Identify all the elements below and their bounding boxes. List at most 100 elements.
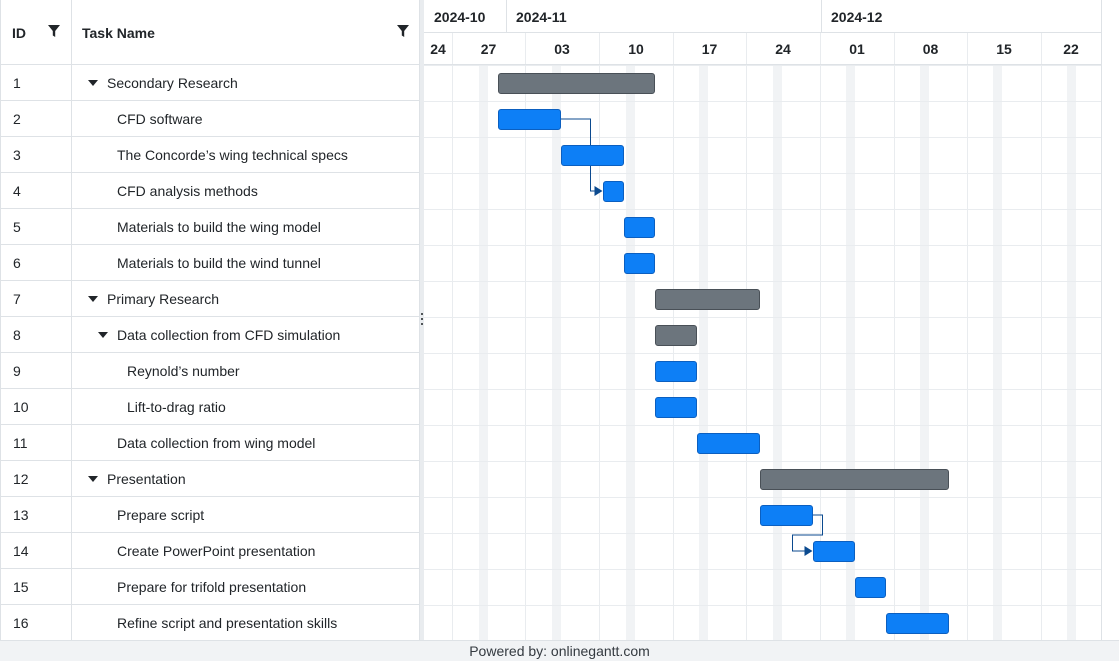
task-bar[interactable] [655,397,697,418]
table-row[interactable]: 14 Create PowerPoint presentation [0,533,419,569]
task-bar[interactable] [623,253,655,274]
task-bar[interactable] [760,505,813,526]
vertical-scrollbar[interactable] [1101,0,1119,640]
task-id-cell: 3 [0,137,72,173]
arrowhead-icon [804,546,813,556]
row-gridline [424,101,1101,102]
header-divider [424,64,1101,65]
weekend-shade [772,65,782,640]
pane-splitter[interactable] [420,0,424,640]
task-name-cell[interactable]: Presentation [72,461,419,497]
table-row[interactable]: 11 Data collection from wing model [0,425,419,461]
task-name-label: CFD software [117,111,203,127]
table-row[interactable]: 12 Presentation [0,461,419,497]
task-bar[interactable] [560,145,624,166]
collapse-caret-icon[interactable] [88,296,98,302]
filter-icon[interactable] [397,25,409,37]
column-header-task-name[interactable]: Task Name [72,0,419,64]
task-name-cell[interactable]: CFD analysis methods [72,173,419,209]
task-name-label: Data collection from CFD simulation [117,327,341,343]
table-row[interactable]: 10 Lift-to-drag ratio [0,389,419,425]
task-name-cell[interactable]: Data collection from CFD simulation [72,317,419,353]
dependency-links [560,118,823,556]
task-grid: ID Task Name 1 Secondary Research 2 CFD sof… [0,0,420,640]
task-name-label: Materials to build the wind tunnel [117,255,321,271]
table-row[interactable]: 4 CFD analysis methods [0,173,419,209]
task-bar[interactable] [602,181,624,202]
weekend-shade [699,65,708,640]
task-name-cell[interactable]: Refine script and presentation skills [72,605,419,640]
task-name-cell[interactable]: Create PowerPoint presentation [72,533,419,569]
task-name-cell[interactable]: The Concorde’s wing technical specs [72,137,419,173]
week-gridline [746,33,747,640]
task-name-cell[interactable]: Materials to build the wind tunnel [72,245,419,281]
summary-bar[interactable] [497,73,655,94]
task-name-label: Reynold’s number [127,363,240,379]
column-header-id[interactable]: ID [0,0,72,64]
task-name-cell[interactable]: Prepare for trifold presentation [72,569,419,605]
table-row[interactable]: 3 The Concorde’s wing technical specs [0,137,419,173]
weekend-shade [552,65,561,640]
summary-bar[interactable] [655,289,760,310]
row-gridline [424,137,1101,138]
table-row[interactable]: 16 Refine script and presentation skills [0,605,419,640]
table-row[interactable]: 2 CFD software [0,101,419,137]
drag-handle-icon[interactable] [420,313,424,327]
timeline-day-label: 15 [996,41,1012,57]
task-name-label: CFD analysis methods [117,183,258,199]
task-bar[interactable] [655,361,697,382]
month-divider [506,0,507,33]
task-bar[interactable] [697,433,760,454]
task-name-cell[interactable]: Materials to build the wing model [72,209,419,245]
timeline-day-label: 27 [480,41,497,57]
task-name-cell[interactable]: Primary Research [72,281,419,317]
week-gridline [599,33,600,640]
column-header-id-label: ID [12,25,26,41]
summary-bar[interactable] [655,325,697,346]
task-id-cell: 13 [0,497,72,533]
timeline-day-label: 03 [554,41,570,57]
task-name-cell[interactable]: Prepare script [72,497,419,533]
task-name-label: Refine script and presentation skills [117,615,338,631]
table-row[interactable]: 13 Prepare script [0,497,419,533]
month-divider [821,0,822,33]
table-row[interactable]: 5 Materials to build the wing model [0,209,419,245]
collapse-caret-icon[interactable] [98,332,108,338]
row-gridline [424,245,1101,246]
task-name-label: Materials to build the wing model [117,219,321,235]
table-row[interactable]: 6 Materials to build the wind tunnel [0,245,419,281]
summary-bar[interactable] [760,469,949,490]
task-name-label: The Concorde’s wing technical specs [117,147,348,163]
table-row[interactable]: 7 Primary Research [0,281,419,317]
table-row[interactable]: 9 Reynold’s number [0,353,419,389]
table-row[interactable]: 8 Data collection from CFD simulation [0,317,419,353]
task-name-cell[interactable]: Reynold’s number [72,353,419,389]
timeline-month-label: 2024-12 [831,9,883,25]
dependency-link [792,514,823,556]
collapse-caret-icon[interactable] [88,476,98,482]
task-bar[interactable] [854,577,886,598]
week-gridline [820,33,821,640]
filter-icon[interactable] [48,25,60,37]
timeline-day-label: 10 [628,41,644,57]
task-name-cell[interactable]: Secondary Research [72,65,419,101]
row-gridline [424,569,1101,570]
timeline-day-label: 22 [1063,41,1079,57]
task-name-cell[interactable]: CFD software [72,101,419,137]
task-name-label: Data collection from wing model [117,435,316,451]
task-id-cell: 10 [0,389,72,425]
task-bar[interactable] [812,541,855,562]
task-name-label: Prepare script [117,507,205,523]
task-bar[interactable] [886,613,949,634]
table-row[interactable]: 1 Secondary Research [0,65,419,101]
task-bar[interactable] [497,109,561,130]
row-gridline [424,353,1101,354]
timeline-day-label: 08 [922,41,939,57]
task-name-cell[interactable]: Lift-to-drag ratio [72,389,419,425]
task-name-cell[interactable]: Data collection from wing model [72,425,419,461]
table-row[interactable]: 15 Prepare for trifold presentation [0,569,419,605]
task-bar[interactable] [623,217,655,238]
collapse-caret-icon[interactable] [88,80,98,86]
timeline-month-label: 2024-11 [516,9,567,25]
footer: Powered by: onlinegantt.com [0,640,1119,661]
